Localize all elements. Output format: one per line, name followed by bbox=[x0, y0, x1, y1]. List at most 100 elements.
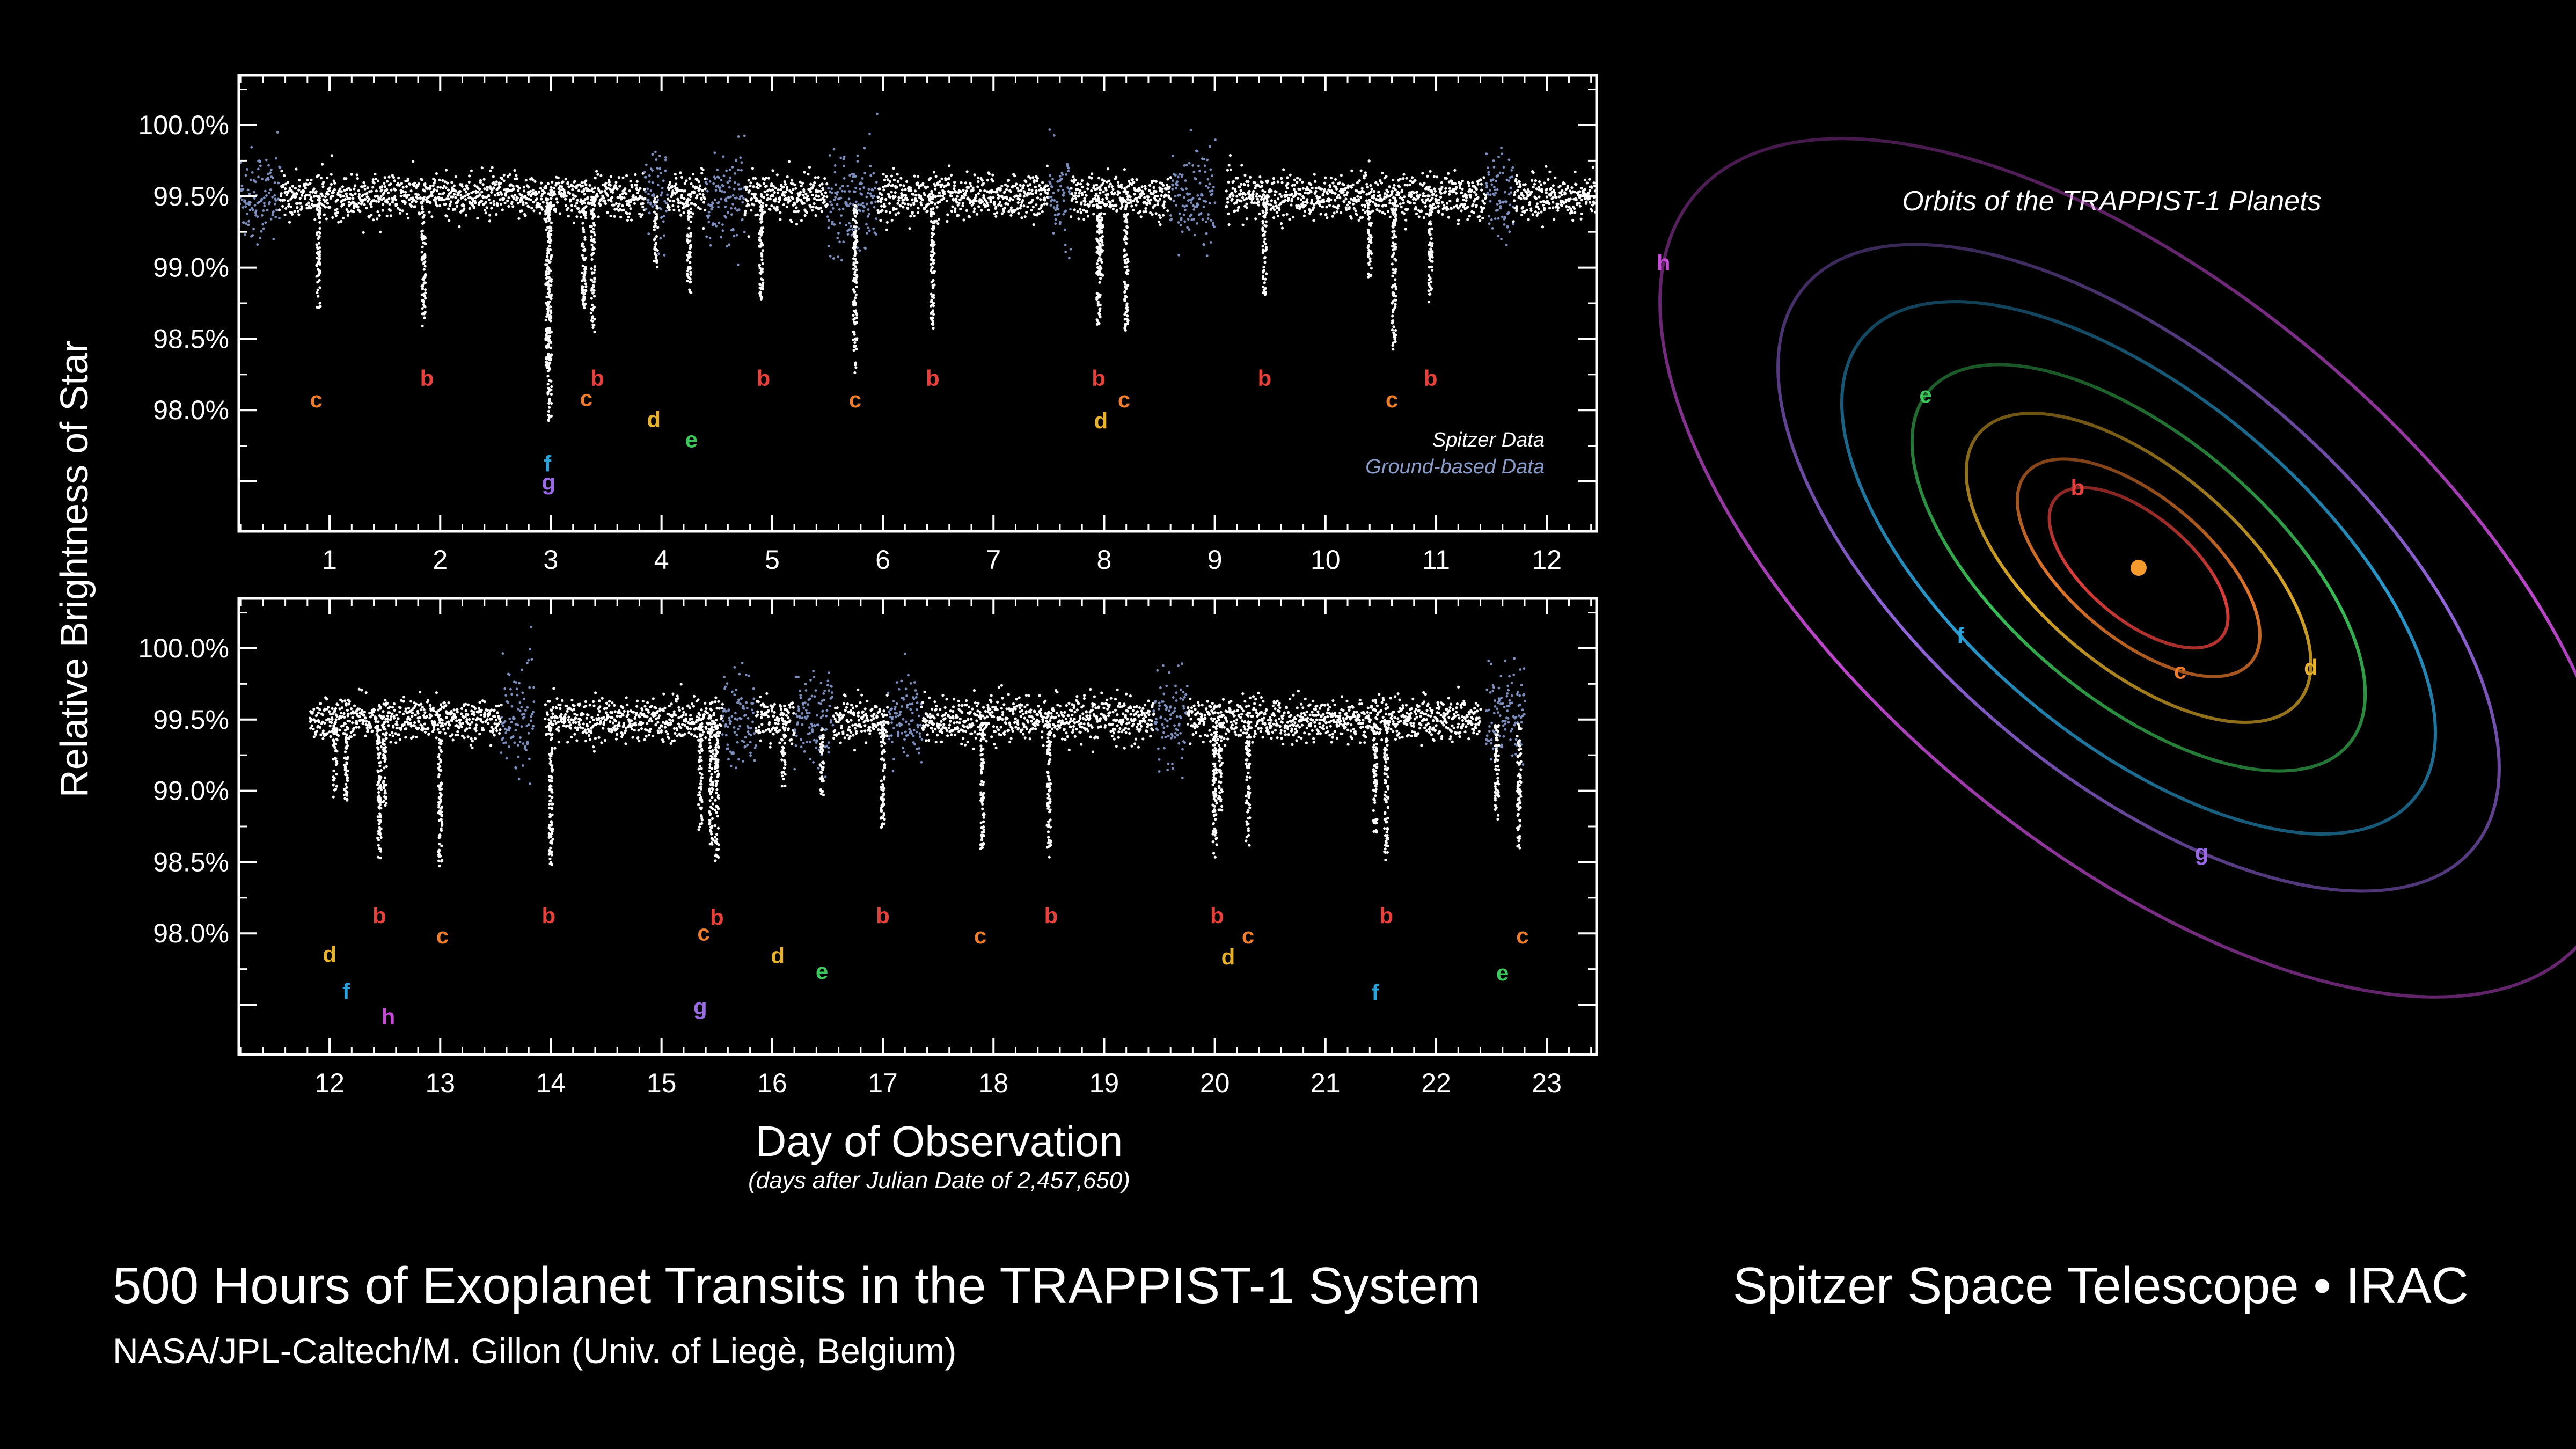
transit-point-b bbox=[931, 266, 934, 269]
data-point bbox=[1545, 191, 1548, 194]
data-point bbox=[356, 177, 359, 180]
data-point bbox=[660, 172, 663, 174]
data-point bbox=[857, 227, 860, 230]
data-point bbox=[1441, 213, 1444, 216]
data-point bbox=[321, 163, 324, 166]
data-point bbox=[608, 181, 611, 184]
data-point bbox=[836, 236, 839, 239]
transit-point-c bbox=[1123, 229, 1126, 232]
data-point bbox=[762, 196, 765, 199]
data-point bbox=[742, 197, 745, 200]
data-point bbox=[1205, 185, 1208, 187]
data-point bbox=[391, 201, 394, 204]
data-point bbox=[1092, 184, 1095, 187]
data-point bbox=[1248, 189, 1251, 193]
data-point bbox=[851, 180, 854, 183]
data-point bbox=[1487, 173, 1490, 176]
transit-point-c bbox=[852, 263, 855, 266]
data-point bbox=[444, 202, 447, 206]
data-point bbox=[699, 207, 702, 210]
data-point bbox=[807, 173, 810, 176]
data-point bbox=[539, 206, 543, 209]
data-point bbox=[486, 188, 489, 192]
data-point bbox=[1560, 204, 1563, 207]
data-point bbox=[313, 203, 316, 207]
data-point bbox=[776, 191, 779, 194]
data-point bbox=[294, 195, 297, 199]
data-point bbox=[1590, 209, 1594, 213]
data-point bbox=[1056, 180, 1059, 183]
data-point bbox=[917, 174, 920, 178]
data-point bbox=[274, 215, 277, 218]
data-point bbox=[584, 205, 588, 208]
data-point bbox=[1166, 209, 1169, 213]
data-point bbox=[662, 179, 665, 182]
data-point bbox=[1074, 194, 1077, 197]
data-point bbox=[467, 180, 471, 184]
transit-point-b bbox=[423, 260, 427, 264]
transit-point-b bbox=[423, 288, 427, 291]
data-point bbox=[1256, 197, 1259, 201]
data-point bbox=[802, 193, 805, 197]
data-point bbox=[1502, 201, 1505, 204]
data-point bbox=[1135, 203, 1138, 207]
data-point bbox=[708, 237, 712, 239]
data-point bbox=[743, 231, 746, 233]
data-point bbox=[1057, 189, 1060, 192]
data-point bbox=[1421, 172, 1424, 175]
data-point bbox=[1148, 189, 1151, 192]
data-point bbox=[1388, 201, 1392, 205]
transit-point-b bbox=[1261, 226, 1264, 230]
data-point bbox=[815, 194, 818, 197]
data-point bbox=[1199, 212, 1203, 215]
data-point bbox=[1258, 195, 1261, 198]
transit-point-b bbox=[590, 303, 594, 307]
data-point bbox=[1203, 244, 1206, 246]
transit-point-c bbox=[852, 349, 855, 352]
data-point bbox=[614, 202, 618, 205]
data-point bbox=[1083, 203, 1086, 207]
data-point bbox=[728, 186, 731, 189]
data-point bbox=[334, 211, 337, 215]
data-point bbox=[399, 194, 402, 197]
data-point bbox=[1132, 181, 1136, 184]
data-point bbox=[1399, 202, 1402, 206]
data-point bbox=[794, 183, 797, 187]
data-point bbox=[972, 202, 975, 205]
data-point bbox=[701, 168, 705, 171]
data-point bbox=[1267, 195, 1270, 199]
data-point bbox=[1545, 195, 1548, 199]
data-point bbox=[251, 234, 254, 237]
transit-point-c bbox=[582, 228, 586, 231]
data-point bbox=[1491, 178, 1495, 181]
data-point bbox=[321, 185, 325, 188]
data-point bbox=[1365, 199, 1368, 202]
transit-point-g bbox=[546, 391, 550, 394]
data-point bbox=[523, 189, 526, 193]
data-point bbox=[1488, 215, 1491, 218]
data-point bbox=[1140, 185, 1144, 188]
data-point bbox=[282, 199, 286, 202]
data-point bbox=[731, 194, 735, 197]
data-point bbox=[833, 164, 837, 167]
transit-point-e bbox=[689, 215, 692, 218]
transit-point-c bbox=[317, 274, 320, 277]
data-point bbox=[1309, 183, 1313, 186]
data-point bbox=[555, 197, 558, 201]
data-point bbox=[592, 190, 595, 194]
data-point bbox=[1203, 164, 1206, 167]
data-point bbox=[692, 185, 695, 188]
data-point bbox=[1245, 197, 1248, 200]
data-point bbox=[641, 205, 645, 209]
transit-point-e bbox=[689, 277, 692, 281]
transit-point-b bbox=[1265, 272, 1268, 275]
data-point bbox=[1011, 184, 1014, 187]
data-point bbox=[1196, 150, 1199, 153]
data-point bbox=[1039, 198, 1042, 201]
transit-point-d bbox=[1099, 201, 1102, 204]
transit-point-b bbox=[1262, 201, 1265, 204]
data-point bbox=[721, 229, 724, 232]
data-point bbox=[927, 202, 930, 206]
data-point bbox=[385, 188, 389, 191]
data-point bbox=[899, 184, 902, 187]
